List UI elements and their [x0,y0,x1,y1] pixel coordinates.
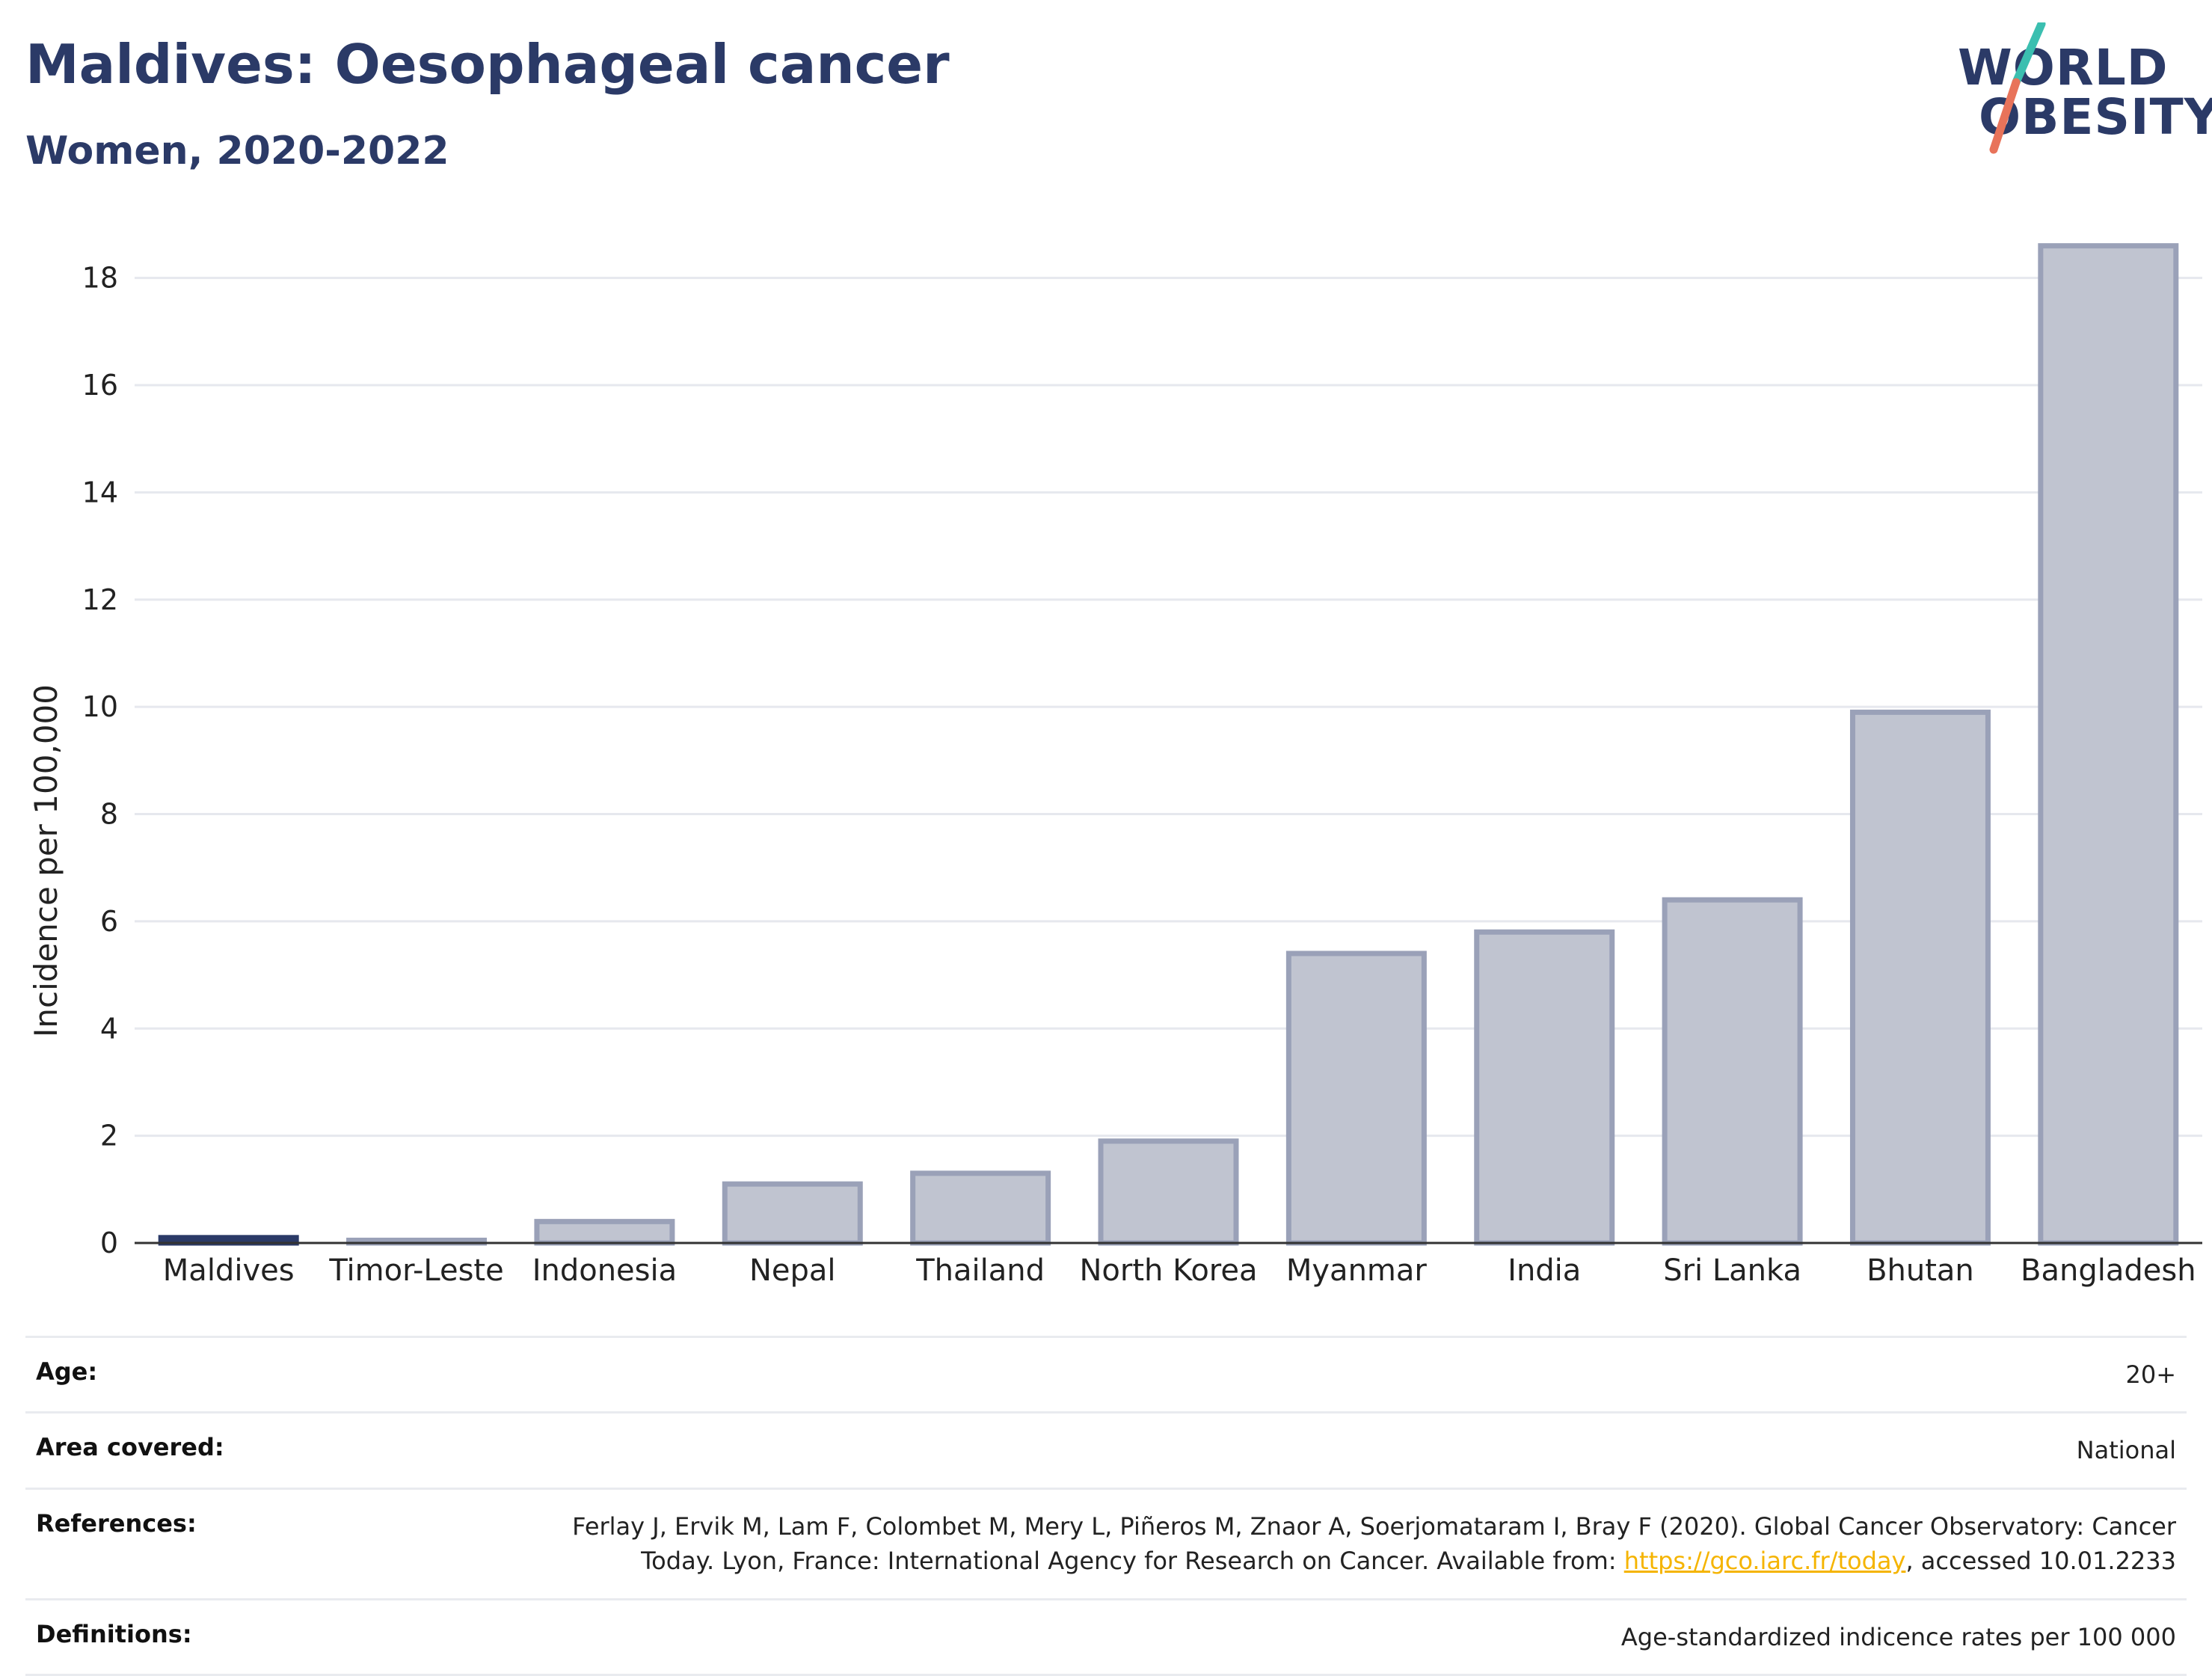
definitions-value: Age-standardized indicence rates per 100… [1620,1622,2176,1651]
y-tick-label: 0 [100,1227,118,1259]
area-value: National [2076,1436,2176,1465]
x-tick-label: India [1508,1253,1581,1288]
x-tick-label: Timor-Leste [328,1253,503,1288]
age-value: 20+ [2125,1360,2176,1389]
references-text-1: Ferlay J, Ervik M, Lam F, Colombet M, Me… [572,1511,2176,1541]
x-tick-label: Bhutan [1867,1253,1974,1288]
y-tick-labels: 0 2 4 6 8 10 12 14 16 18 [82,262,118,1259]
y-tick-label: 10 [82,690,118,723]
info-row-age: Age: 20+ [25,1336,2187,1411]
y-tick-label: 18 [82,262,118,295]
world-obesity-logo: WORLD OBESITY [1944,22,2212,157]
x-tick-label: North Korea [1080,1253,1258,1288]
chart-title: Maldives: Oesophageal cancer [25,33,950,96]
y-tick-label: 6 [100,905,118,938]
y-tick-label: 16 [82,369,118,402]
x-tick-label: Maldives [163,1253,295,1288]
logo-line1: WORLD [1958,39,2169,96]
bar-indonesia [534,1218,675,1246]
y-axis-label: Incidence per 100,000 [28,684,64,1037]
area-label: Area covered: [36,1433,224,1462]
bars [158,243,2179,1246]
info-table: Age: 20+ Area covered: National Referenc… [25,1336,2187,1676]
bar-bangladesh [2038,243,2179,1246]
bar-bhutan [1849,709,1991,1246]
info-row-references: References: Ferlay J, Ervik M, Lam F, Co… [25,1487,2187,1598]
x-tick-label: Sri Lanka [1663,1253,1801,1288]
x-tick-label: Indonesia [532,1253,677,1288]
bar-sri-lanka [1662,897,1803,1246]
x-tick-label: Thailand [915,1253,1045,1288]
references-text-3: , accessed 10.01.2233 [1905,1547,2176,1576]
references-text-2: Today. Lyon, France: International Agenc… [641,1547,1624,1576]
x-tick-label: Myanmar [1286,1253,1428,1288]
bar-nepal [722,1181,863,1246]
references-link[interactable]: https://gco.iarc.fr/today [1623,1547,1906,1576]
info-row-area: Area covered: National [25,1411,2187,1487]
x-tick-labels: Maldives Timor-Leste Indonesia Nepal Thailan… [163,1253,2196,1288]
x-tick-label: Bangladesh [2021,1253,2196,1288]
y-tick-label: 12 [82,583,118,616]
x-tick-label: Nepal [749,1253,836,1288]
bar-thailand [910,1170,1051,1246]
y-tick-label: 8 [100,798,118,831]
logo-slash-icon [1989,22,2046,154]
age-label: Age: [36,1357,98,1386]
bar-north-korea [1098,1138,1239,1246]
chart-subtitle: Women, 2020-2022 [25,129,449,174]
logo-line2: OBESITY [1979,88,2212,146]
references-value: Ferlay J, Ervik M, Lam F, Colombet M, Me… [350,1509,2176,1579]
y-tick-label: 2 [100,1120,118,1152]
references-label: References: [36,1508,197,1538]
bar-chart: 0 2 4 6 8 10 12 14 16 18 Maldives Timor-Leste Indon… [28,243,2202,1288]
info-row-definitions: Definitions: Age-standardized indicence … [25,1597,2187,1676]
bar-india [1474,929,1615,1246]
y-tick-label: 14 [82,476,118,509]
y-tick-label: 4 [100,1012,118,1045]
definitions-label: Definitions: [36,1619,192,1648]
bar-myanmar [1285,951,1427,1246]
